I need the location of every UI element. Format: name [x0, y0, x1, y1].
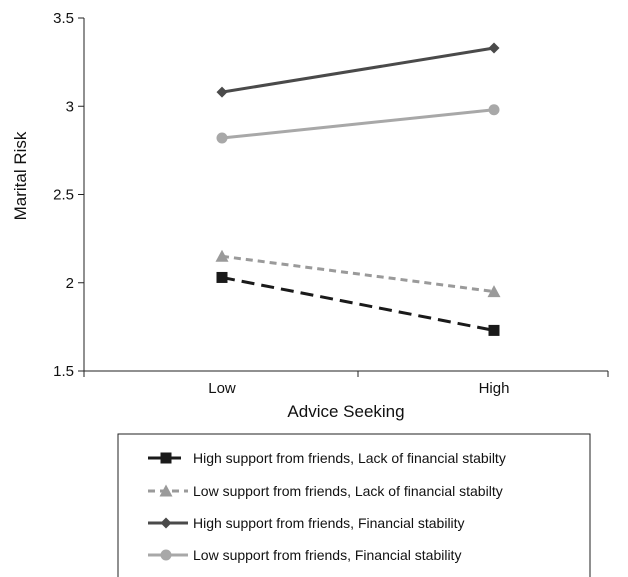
x-tick-label: Low [208, 380, 236, 397]
y-ticks: 1.5 2 2.5 3 3.5 [53, 10, 84, 380]
series-1 [217, 272, 500, 336]
x-axis-title: Advice Seeking [287, 402, 404, 421]
data-point [217, 272, 228, 283]
y-axis-title: Marital Risk [11, 131, 30, 220]
x-ticks: Low High [84, 371, 608, 397]
y-tick-label: 3.5 [53, 10, 74, 27]
legend-label: High support from friends, Financial sta… [193, 515, 465, 531]
legend-swatch-marker [161, 550, 172, 561]
legend-swatch-marker [161, 453, 172, 464]
data-point [217, 133, 228, 144]
legend: High support from friends, Lack of finan… [118, 434, 590, 577]
y-tick-label: 2.5 [53, 187, 74, 204]
series-3 [217, 43, 500, 98]
legend-item: Low support from friends, Financial stab… [148, 547, 461, 563]
data-point [217, 87, 228, 98]
y-tick-label: 2 [66, 275, 74, 292]
y-tick-label: 3 [66, 98, 74, 115]
series-line [222, 110, 494, 138]
legend-item: High support from friends, Lack of finan… [148, 450, 506, 466]
data-point [489, 43, 500, 54]
series-line [222, 48, 494, 92]
data-point [489, 325, 500, 336]
legend-label: High support from friends, Lack of finan… [193, 450, 506, 466]
x-tick-label: High [479, 380, 510, 397]
data-point [489, 104, 500, 115]
legend-label: Low support from friends, Financial stab… [193, 547, 461, 563]
legend-item: High support from friends, Financial sta… [148, 515, 465, 531]
y-tick-label: 1.5 [53, 363, 74, 380]
legend-item: Low support from friends, Lack of financ… [148, 483, 503, 499]
legend-label: Low support from friends, Lack of financ… [193, 483, 503, 499]
series-4 [217, 104, 500, 143]
series-layer [216, 43, 501, 336]
series-2 [216, 250, 501, 297]
